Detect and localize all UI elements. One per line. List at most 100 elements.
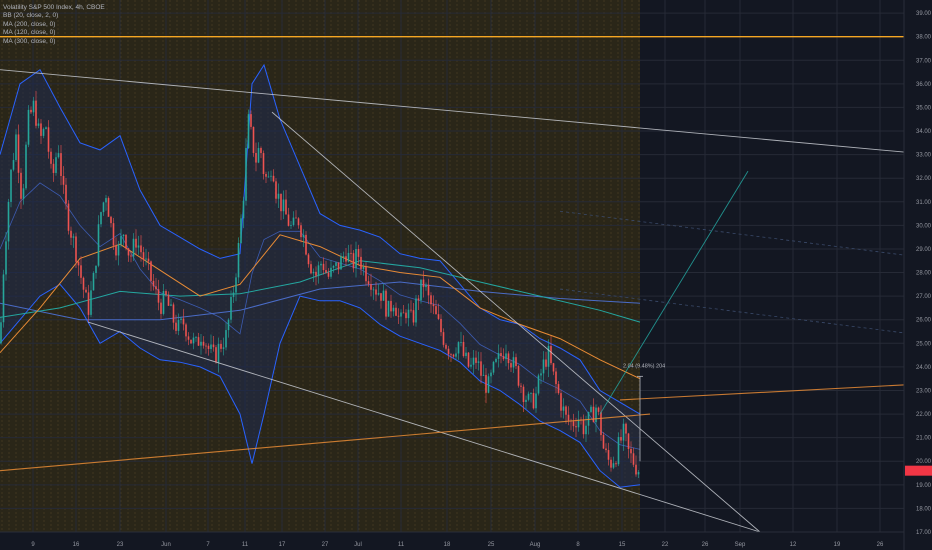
candle-body	[187, 336, 190, 340]
candle-body	[347, 252, 350, 262]
candle-body	[265, 173, 267, 177]
time-tick-label: 11	[398, 542, 405, 548]
candle-body	[215, 347, 217, 363]
candle-body	[330, 267, 332, 277]
candle-body	[85, 289, 87, 293]
candle-body	[450, 354, 452, 356]
chart-legend[interactable]: Volatility S&P 500 Index, 4h, CBOE BB (2…	[3, 4, 105, 46]
candle-body	[232, 292, 235, 297]
price-axis[interactable]: 17.00 18.00 19.00 20.00 21.00 22.00 23.00 24.00…	[903, 0, 932, 550]
trendlines[interactable]	[0, 36, 932, 533]
candle-body	[217, 343, 220, 363]
price-tick-label: 39.00	[916, 11, 932, 17]
candle-body	[507, 353, 510, 364]
candle-body	[267, 176, 270, 178]
candle-body	[417, 298, 420, 301]
time-tick-label: Jul	[354, 542, 362, 548]
candle-body	[172, 304, 175, 323]
candle-body	[410, 309, 412, 311]
candle-body	[600, 411, 602, 436]
candle-body	[607, 450, 610, 460]
candle-body	[110, 216, 112, 224]
candle-body	[475, 357, 477, 363]
candle-body	[617, 437, 620, 465]
candle-body	[52, 163, 55, 173]
candle-body	[362, 266, 365, 269]
ma200-line	[0, 234, 641, 380]
last-price-label	[905, 465, 932, 476]
candle-body	[75, 236, 77, 262]
price-tick-label: 32.00	[916, 176, 932, 182]
indicator-bb[interactable]: BB (20, close, 2, 0)	[3, 12, 59, 20]
candle-body	[527, 393, 530, 400]
candle-body	[77, 261, 80, 266]
candle-body	[37, 123, 40, 126]
candle-body	[30, 109, 32, 113]
candle-body	[442, 332, 445, 345]
candle-body	[462, 341, 465, 357]
candle-body	[572, 421, 575, 427]
candle-body	[95, 265, 97, 273]
candle-body	[35, 100, 37, 126]
candle-body	[425, 284, 427, 288]
candle-body	[375, 289, 377, 295]
time-axis[interactable]: 9 16 23 Jun 7 11 17 27 Jul 11 18 25 Aug 8 15 22 26 Sep 12 1…	[0, 531, 932, 550]
candle-body	[355, 248, 357, 269]
indicator-ma200[interactable]: MA (200, close, 0)	[3, 20, 56, 28]
candle-body	[537, 375, 540, 394]
candle-body	[42, 128, 45, 136]
candle-body	[407, 309, 410, 319]
price-tick-label: 22.00	[916, 412, 932, 418]
candle-body	[592, 406, 595, 423]
candle-body	[182, 318, 185, 325]
candle-body	[335, 262, 337, 266]
candle-body	[57, 153, 60, 158]
candle-body	[460, 341, 462, 343]
time-tick-label: 12	[790, 542, 797, 548]
time-tick-label: 19	[834, 542, 841, 548]
candle-body	[627, 433, 630, 449]
candle-body	[92, 272, 95, 291]
candle-body	[550, 345, 552, 364]
candle-body	[290, 224, 292, 226]
measure-tool[interactable]: 2.04 (9.48%) 204	[623, 363, 665, 462]
price-tick-label: 27.00	[916, 294, 932, 300]
time-tick-label: 15	[619, 542, 626, 548]
time-tick-label: 16	[73, 542, 80, 548]
bollinger-lower	[0, 283, 641, 488]
candle-body	[55, 157, 57, 173]
candle-body	[605, 448, 607, 451]
candle-body	[452, 354, 455, 357]
indicator-ma120[interactable]: MA (120, close, 0)	[3, 29, 56, 37]
candle-body	[160, 302, 162, 314]
candle-body	[152, 280, 155, 287]
candle-body	[287, 214, 290, 226]
candle-body	[457, 342, 460, 354]
candle-body	[597, 407, 600, 412]
indicator-ma300[interactable]: MA (300, close, 0)	[3, 37, 56, 45]
price-tick-label: 36.00	[916, 82, 932, 88]
candle-body	[150, 261, 152, 281]
candle-body	[387, 300, 390, 317]
candle-body	[625, 423, 627, 434]
symbol-title[interactable]: Volatility S&P 500 Index, 4h, CBOE	[3, 4, 105, 11]
candle-body	[205, 345, 207, 347]
candle-body	[222, 347, 225, 349]
trendline-rising-extension	[619, 382, 932, 401]
candle-body	[552, 363, 555, 372]
time-tick-label: 17	[279, 542, 286, 548]
candle-body	[370, 284, 372, 290]
candle-body	[500, 353, 502, 357]
candle-body	[535, 393, 537, 409]
candle-body	[540, 373, 542, 376]
candle-body	[117, 244, 120, 256]
candle-body	[435, 306, 437, 315]
candle-body	[67, 203, 70, 231]
candle-body	[192, 337, 195, 344]
candle-body	[120, 236, 122, 245]
candle-body	[207, 345, 210, 349]
candle-body	[87, 292, 90, 315]
candle-body	[420, 279, 422, 301]
candle-body	[60, 153, 62, 176]
